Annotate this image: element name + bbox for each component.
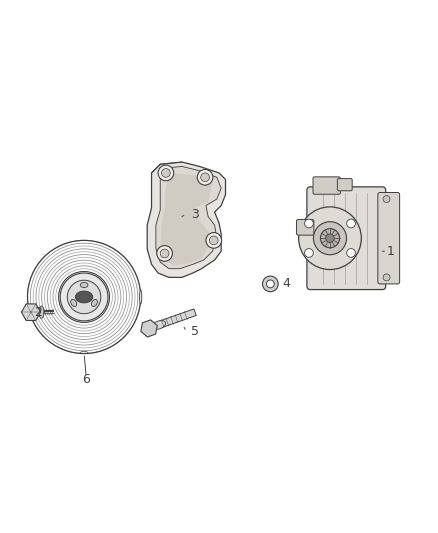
Circle shape: [197, 169, 213, 185]
Polygon shape: [147, 162, 226, 277]
Circle shape: [383, 196, 390, 203]
Circle shape: [67, 280, 101, 314]
Circle shape: [59, 271, 110, 322]
Circle shape: [347, 248, 355, 257]
Circle shape: [347, 219, 355, 228]
Circle shape: [314, 222, 346, 255]
Ellipse shape: [92, 300, 97, 306]
Text: 5: 5: [191, 325, 199, 338]
Circle shape: [160, 249, 169, 258]
FancyBboxPatch shape: [337, 179, 352, 191]
Circle shape: [304, 248, 313, 257]
Polygon shape: [157, 309, 196, 328]
Circle shape: [326, 234, 334, 243]
Circle shape: [157, 246, 173, 261]
Circle shape: [304, 219, 313, 228]
Circle shape: [262, 276, 278, 292]
Circle shape: [206, 232, 222, 248]
Circle shape: [158, 165, 174, 181]
Circle shape: [60, 273, 108, 321]
Circle shape: [299, 207, 361, 270]
Ellipse shape: [75, 291, 93, 303]
Ellipse shape: [80, 282, 88, 288]
Circle shape: [266, 280, 274, 288]
FancyBboxPatch shape: [297, 220, 314, 235]
Text: 6: 6: [82, 373, 90, 386]
Ellipse shape: [140, 290, 142, 304]
Text: 1: 1: [387, 245, 395, 258]
Text: 2: 2: [35, 306, 42, 319]
FancyBboxPatch shape: [307, 187, 386, 289]
FancyBboxPatch shape: [378, 192, 399, 284]
Text: 3: 3: [191, 208, 199, 221]
Text: 4: 4: [283, 277, 290, 290]
Circle shape: [321, 229, 339, 248]
Polygon shape: [161, 173, 212, 265]
Ellipse shape: [39, 306, 44, 318]
Polygon shape: [156, 166, 221, 269]
Circle shape: [383, 274, 390, 281]
Circle shape: [201, 173, 209, 182]
Ellipse shape: [71, 300, 77, 306]
Ellipse shape: [152, 321, 166, 329]
Circle shape: [209, 236, 218, 245]
FancyBboxPatch shape: [313, 177, 340, 194]
Circle shape: [162, 168, 170, 177]
